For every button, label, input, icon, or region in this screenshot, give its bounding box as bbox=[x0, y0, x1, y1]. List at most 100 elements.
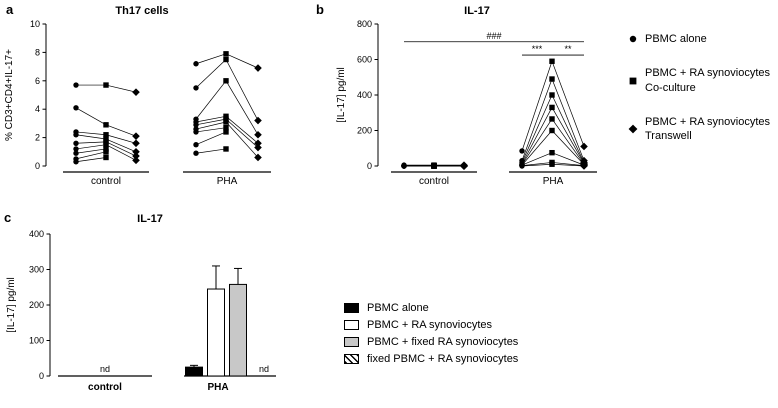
connector-line bbox=[195, 53, 227, 65]
square-data-point bbox=[223, 146, 229, 152]
connector-line bbox=[105, 84, 137, 93]
square-data-point bbox=[431, 163, 437, 169]
legend-label-line: Transwell bbox=[645, 130, 692, 143]
connector-line bbox=[195, 131, 227, 146]
legend-label-line: PBMC + RA synoviocytes bbox=[645, 67, 771, 80]
y-tick-label: 6 bbox=[35, 76, 40, 86]
legend-item-ra-synoviocytes: PBMC + RA synoviocytes bbox=[344, 319, 518, 331]
diamond-data-point bbox=[132, 152, 140, 160]
connector-line bbox=[195, 148, 227, 154]
diamond-data-point bbox=[254, 116, 262, 125]
diamond-data-point bbox=[254, 139, 262, 148]
circle-data-point bbox=[401, 163, 407, 169]
connector-line bbox=[105, 134, 137, 144]
legend-label: PBMC + RA synoviocytes Transwell bbox=[645, 115, 770, 144]
significance-label: ### bbox=[486, 31, 501, 41]
circle-data-point bbox=[73, 132, 79, 138]
connector-line bbox=[225, 121, 259, 158]
circle-data-point bbox=[193, 122, 199, 128]
connector-line bbox=[551, 107, 585, 164]
connector-line bbox=[521, 61, 553, 152]
circle-data-point bbox=[73, 146, 79, 152]
x-group-label: control bbox=[91, 176, 121, 187]
diamond-data-point bbox=[460, 162, 468, 170]
connector-line bbox=[195, 115, 227, 123]
legend-item-coculture: PBMC + RA synoviocytes Co-culture bbox=[628, 66, 776, 95]
y-tick-label: 400 bbox=[29, 229, 44, 239]
connector-line bbox=[75, 131, 107, 136]
legend-item-pbmc-alone: PBMC alone bbox=[628, 32, 776, 46]
legend-item-pbmc-alone: PBMC alone bbox=[344, 302, 518, 314]
connector-line bbox=[551, 130, 585, 165]
circle-data-point bbox=[73, 150, 79, 156]
square-data-point bbox=[549, 58, 555, 64]
connector-line bbox=[551, 78, 585, 161]
legend-item-fixed-pbmc: fixed PBMC + RA synoviocytes bbox=[344, 353, 518, 365]
legend-label: PBMC + RA synoviocytes bbox=[367, 319, 493, 331]
connector-line bbox=[551, 163, 585, 167]
chart-b-title: IL-17 bbox=[464, 5, 490, 17]
connector-line bbox=[75, 144, 107, 150]
y-tick-label: 4 bbox=[35, 104, 40, 114]
square-data-point bbox=[549, 104, 555, 111]
connector-line bbox=[195, 121, 227, 130]
y-tick-label: 2 bbox=[35, 133, 40, 143]
square-data-point bbox=[223, 129, 229, 135]
connector-line bbox=[75, 107, 107, 126]
circle-data-point bbox=[193, 150, 199, 156]
connector-line bbox=[195, 59, 227, 89]
panel-label-a: a bbox=[6, 2, 14, 17]
square-data-point bbox=[549, 92, 555, 98]
chart-a-title: Th17 cells bbox=[115, 5, 168, 17]
square-data-point bbox=[223, 116, 229, 122]
diamond-data-point bbox=[132, 139, 140, 148]
y-tick-label: 400 bbox=[357, 90, 372, 100]
x-group-label: PHA bbox=[543, 176, 564, 187]
panel-a-th17-scatter-chart: Th17 cells % CD3+CD4+IL-17+ 0 2 4 6 8 10 contr… bbox=[4, 5, 271, 187]
circle-data-point bbox=[193, 85, 199, 91]
connector-line bbox=[551, 61, 585, 147]
connector-line bbox=[225, 118, 259, 148]
square-data-point bbox=[103, 122, 109, 128]
y-tick-label: 600 bbox=[357, 55, 372, 65]
square-data-point bbox=[549, 76, 555, 82]
x-group-label: control bbox=[88, 382, 122, 393]
square-data-point bbox=[103, 132, 109, 138]
square-data-point bbox=[103, 154, 109, 161]
nd-label: nd bbox=[100, 364, 110, 374]
y-tick-label: 800 bbox=[357, 19, 372, 29]
chart-a-ylabel: % CD3+CD4+IL-17+ bbox=[4, 49, 15, 141]
square-data-point bbox=[223, 119, 229, 125]
connector-line bbox=[105, 141, 137, 157]
panel-label-c: c bbox=[4, 210, 12, 225]
connector-line bbox=[551, 118, 585, 165]
chart-c-title: IL-17 bbox=[137, 213, 163, 225]
square-data-point bbox=[103, 136, 109, 142]
circle-data-point bbox=[193, 129, 199, 135]
square-data-point bbox=[549, 116, 555, 122]
connector-line bbox=[75, 157, 107, 163]
legend-ab: PBMC alone PBMC + RA synoviocytes Co-cul… bbox=[628, 32, 776, 143]
legend-label-line: PBMC + RA synoviocytes bbox=[645, 115, 771, 128]
square-data-point bbox=[103, 146, 109, 152]
connector-line bbox=[75, 148, 107, 154]
x-group-label: PHA bbox=[217, 176, 238, 187]
connector-line bbox=[521, 107, 553, 165]
legend-label: PBMC alone bbox=[645, 32, 707, 46]
circle-data-point bbox=[519, 148, 525, 154]
circle-data-point bbox=[73, 159, 79, 165]
y-tick-label: 0 bbox=[39, 371, 44, 381]
hatched-swatch-icon bbox=[344, 354, 359, 364]
circle-data-point bbox=[73, 140, 79, 146]
connector-line bbox=[75, 134, 107, 140]
chart-a-plot-area: 0 2 4 6 8 10 control PHA bbox=[30, 19, 271, 187]
diamond-data-point bbox=[132, 88, 140, 96]
x-group-label: control bbox=[419, 176, 449, 187]
connector-line bbox=[75, 141, 107, 144]
panel-c-il17-bar-chart: IL-17 [IL-17] pg/ml 0 100 200 300 400 control… bbox=[6, 213, 276, 393]
square-data-point bbox=[103, 142, 109, 148]
connector-line bbox=[521, 130, 553, 166]
square-data-point bbox=[549, 161, 555, 167]
y-tick-label: 100 bbox=[29, 336, 44, 346]
